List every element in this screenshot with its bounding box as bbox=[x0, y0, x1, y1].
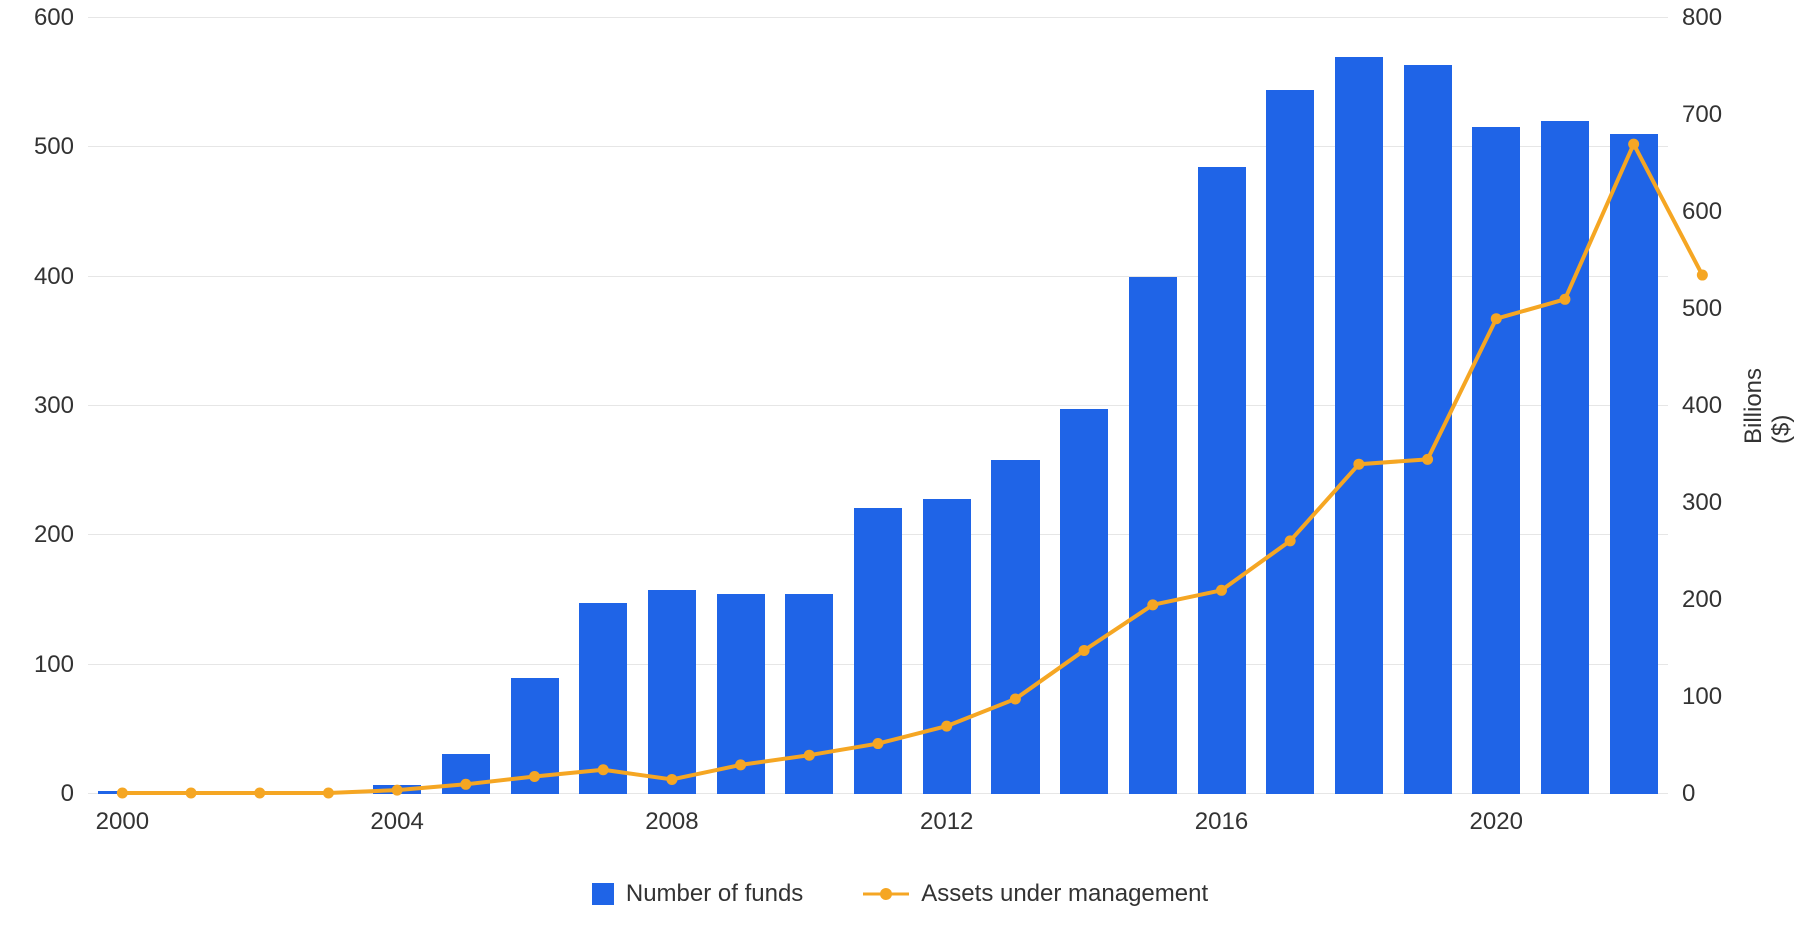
bar-slot bbox=[1325, 18, 1394, 794]
bar bbox=[1266, 90, 1314, 794]
bar bbox=[1541, 121, 1589, 794]
y-left-tick-label: 0 bbox=[0, 780, 74, 808]
y-left-tick-label: 600 bbox=[0, 4, 74, 32]
bar bbox=[579, 603, 627, 794]
bar-slot bbox=[363, 18, 432, 794]
x-tick-label: 2020 bbox=[1470, 808, 1523, 836]
bar bbox=[1472, 127, 1520, 794]
bar bbox=[1060, 409, 1108, 794]
bar bbox=[923, 499, 971, 794]
y-left-tick-label: 500 bbox=[0, 133, 74, 161]
bar-slot bbox=[1599, 18, 1668, 794]
y-right-tick-label: 100 bbox=[1682, 683, 1722, 711]
bar bbox=[442, 754, 490, 794]
x-tick-label: 2012 bbox=[920, 808, 973, 836]
y-left-tick-label: 300 bbox=[0, 392, 74, 420]
bar-slot bbox=[157, 18, 226, 794]
legend-item-line: Assets under management bbox=[863, 880, 1208, 908]
bar-slot bbox=[1531, 18, 1600, 794]
legend-item-bars: Number of funds bbox=[592, 880, 803, 908]
line-marker bbox=[1697, 270, 1708, 281]
bar-slot bbox=[706, 18, 775, 794]
bar-slot bbox=[432, 18, 501, 794]
y-right-tick-label: 300 bbox=[1682, 489, 1722, 517]
y-right-tick-label: 800 bbox=[1682, 4, 1722, 32]
y-right-tick-label: 200 bbox=[1682, 586, 1722, 614]
bar-slot bbox=[294, 18, 363, 794]
plot-area bbox=[88, 18, 1668, 794]
x-tick-label: 2004 bbox=[370, 808, 423, 836]
legend: Number of funds Assets under management bbox=[0, 880, 1800, 908]
legend-label-bars: Number of funds bbox=[626, 880, 803, 908]
y-right-tick-label: 600 bbox=[1682, 198, 1722, 226]
bar bbox=[511, 678, 559, 794]
bar-slot bbox=[844, 18, 913, 794]
bar-slot bbox=[1256, 18, 1325, 794]
bar bbox=[1404, 65, 1452, 794]
bar-slot bbox=[638, 18, 707, 794]
y-right-tick-label: 0 bbox=[1682, 780, 1695, 808]
bar bbox=[1335, 57, 1383, 794]
chart-container: 0 100 200 300 400 500 600 0 100 200 300 400 500 600 7… bbox=[0, 0, 1800, 941]
y-right-tick-label: 700 bbox=[1682, 101, 1722, 129]
bars-group bbox=[88, 18, 1668, 794]
bar-slot bbox=[1050, 18, 1119, 794]
y-left-tick-label: 100 bbox=[0, 651, 74, 679]
y-right-axis-title: Billions ($) bbox=[1740, 368, 1796, 444]
bar bbox=[991, 460, 1039, 794]
bar bbox=[717, 594, 765, 794]
bar-slot bbox=[1393, 18, 1462, 794]
y-right-tick-label: 500 bbox=[1682, 295, 1722, 323]
x-tick-label: 2000 bbox=[96, 808, 149, 836]
bar bbox=[854, 508, 902, 794]
bar bbox=[648, 590, 696, 794]
bar-slot bbox=[981, 18, 1050, 794]
bar-slot bbox=[225, 18, 294, 794]
bar-slot bbox=[1187, 18, 1256, 794]
y-left-tick-label: 200 bbox=[0, 521, 74, 549]
legend-label-line: Assets under management bbox=[921, 880, 1208, 908]
bar-slot bbox=[1119, 18, 1188, 794]
bar-slot bbox=[1462, 18, 1531, 794]
bar bbox=[98, 791, 146, 794]
bar bbox=[785, 594, 833, 794]
x-tick-label: 2016 bbox=[1195, 808, 1248, 836]
bar bbox=[1129, 277, 1177, 794]
x-tick-label: 2008 bbox=[645, 808, 698, 836]
bar-slot bbox=[912, 18, 981, 794]
y-left-tick-label: 400 bbox=[0, 263, 74, 291]
y-right-tick-label: 400 bbox=[1682, 392, 1722, 420]
legend-swatch-bar-icon bbox=[592, 883, 614, 905]
bar bbox=[1610, 134, 1658, 794]
bar-slot bbox=[88, 18, 157, 794]
bar-slot bbox=[569, 18, 638, 794]
bar-slot bbox=[500, 18, 569, 794]
bar bbox=[373, 785, 421, 794]
legend-swatch-line-icon bbox=[863, 883, 909, 905]
bar-slot bbox=[775, 18, 844, 794]
bar bbox=[1198, 167, 1246, 794]
